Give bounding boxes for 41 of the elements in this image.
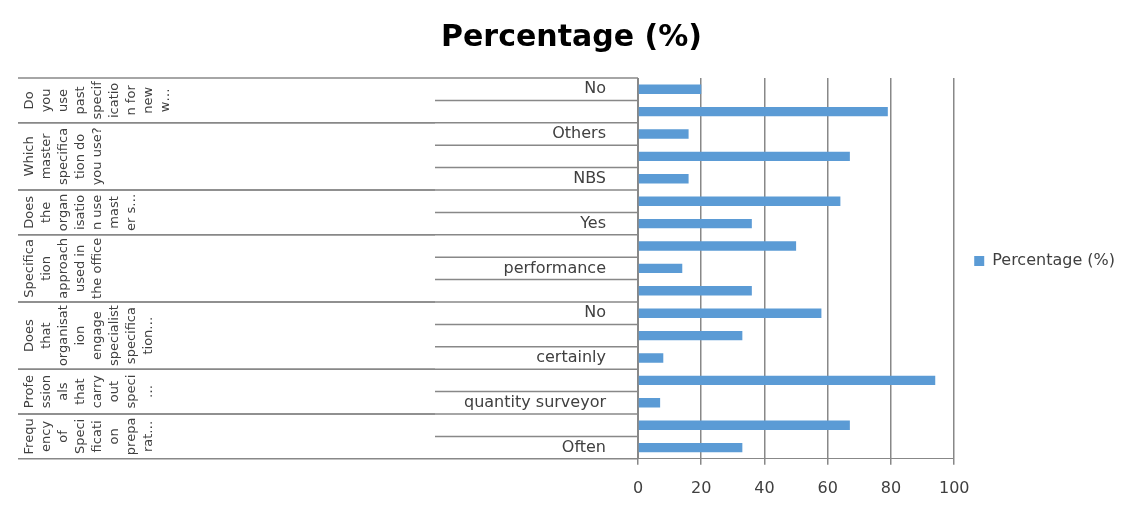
y-tick-label: quantity surveyor: [464, 391, 607, 411]
x-tick-label: 100: [938, 477, 970, 497]
bar: [638, 218, 752, 229]
y-tick-label: certainly: [536, 347, 606, 367]
bar: [638, 353, 664, 363]
y-tick-label: Others: [552, 123, 606, 143]
bar: [638, 129, 689, 139]
bar: [638, 174, 689, 184]
x-tick-label: 20: [691, 477, 712, 497]
chart-title: Percentage (%): [441, 17, 702, 53]
bar: [638, 308, 822, 318]
y-tick-label: performance: [503, 257, 606, 277]
x-tick-label: 60: [817, 477, 838, 497]
text: Frequency of Specification preparat…: [21, 417, 156, 456]
bar: [638, 375, 936, 386]
y-tick-label: No: [584, 302, 606, 322]
bar: [638, 420, 850, 430]
x-tick-label: 0: [632, 477, 644, 497]
bar: [638, 151, 850, 162]
text: Professionals that carry out speci…: [21, 374, 156, 409]
bar: [638, 442, 743, 453]
bar: [638, 84, 702, 94]
y-tick-label: Yes: [579, 212, 606, 232]
text: Specification approach used in the office: [21, 237, 105, 299]
bar: [638, 106, 888, 117]
bar: [638, 286, 752, 296]
bar: [638, 241, 797, 251]
text: Which master specification do you use?: [21, 127, 105, 186]
y-tick-label: NBS: [573, 167, 606, 187]
x-tick-label: 80: [880, 477, 902, 497]
text: Do you use past specification for new w…: [21, 81, 173, 120]
x-tick-label: 40: [754, 477, 775, 497]
bar: [638, 196, 841, 206]
bar: [638, 398, 661, 408]
y-tick-label: No: [584, 78, 606, 98]
y-tick-label: Often: [561, 436, 606, 456]
bar: [638, 263, 683, 274]
legend-label: Percentage (%): [992, 250, 1115, 270]
text: Does that organisation engage specialist specification…: [21, 305, 156, 367]
bar: [638, 330, 743, 341]
text: Does the organisation use master s…: [21, 193, 139, 232]
